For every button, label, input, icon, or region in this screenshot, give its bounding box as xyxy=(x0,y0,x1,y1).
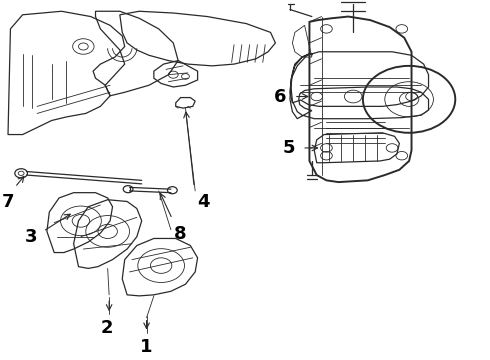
Text: 8: 8 xyxy=(174,225,187,243)
Text: 5: 5 xyxy=(282,139,295,157)
Text: 1: 1 xyxy=(140,338,153,356)
Text: 3: 3 xyxy=(25,228,38,246)
Text: 4: 4 xyxy=(197,193,210,211)
Text: 6: 6 xyxy=(273,87,286,105)
Text: 2: 2 xyxy=(100,319,113,337)
Text: 7: 7 xyxy=(2,193,14,211)
